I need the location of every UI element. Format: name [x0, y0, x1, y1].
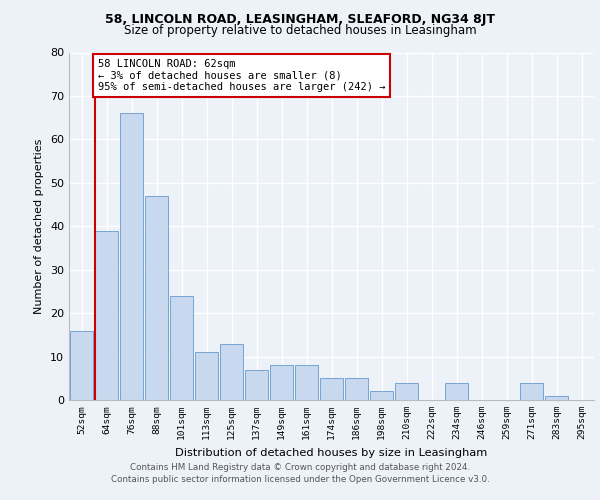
Bar: [145, 196, 168, 400]
Bar: [195, 352, 218, 400]
Bar: [70, 330, 93, 400]
Bar: [395, 382, 418, 400]
Bar: [245, 370, 268, 400]
Text: 58, LINCOLN ROAD, LEASINGHAM, SLEAFORD, NG34 8JT: 58, LINCOLN ROAD, LEASINGHAM, SLEAFORD, …: [105, 12, 495, 26]
Bar: [520, 382, 543, 400]
Text: Contains HM Land Registry data © Crown copyright and database right 2024.: Contains HM Land Registry data © Crown c…: [130, 464, 470, 472]
Bar: [95, 230, 118, 400]
Y-axis label: Number of detached properties: Number of detached properties: [34, 138, 44, 314]
Bar: [220, 344, 243, 400]
Text: Size of property relative to detached houses in Leasingham: Size of property relative to detached ho…: [124, 24, 476, 37]
Bar: [295, 365, 318, 400]
Text: 58 LINCOLN ROAD: 62sqm
← 3% of detached houses are smaller (8)
95% of semi-detac: 58 LINCOLN ROAD: 62sqm ← 3% of detached …: [98, 59, 385, 92]
Text: Contains public sector information licensed under the Open Government Licence v3: Contains public sector information licen…: [110, 475, 490, 484]
Bar: [370, 392, 393, 400]
Bar: [320, 378, 343, 400]
Bar: [170, 296, 193, 400]
Bar: [120, 114, 143, 400]
Bar: [345, 378, 368, 400]
Bar: [545, 396, 568, 400]
Bar: [445, 382, 468, 400]
X-axis label: Distribution of detached houses by size in Leasingham: Distribution of detached houses by size …: [175, 448, 488, 458]
Bar: [270, 365, 293, 400]
